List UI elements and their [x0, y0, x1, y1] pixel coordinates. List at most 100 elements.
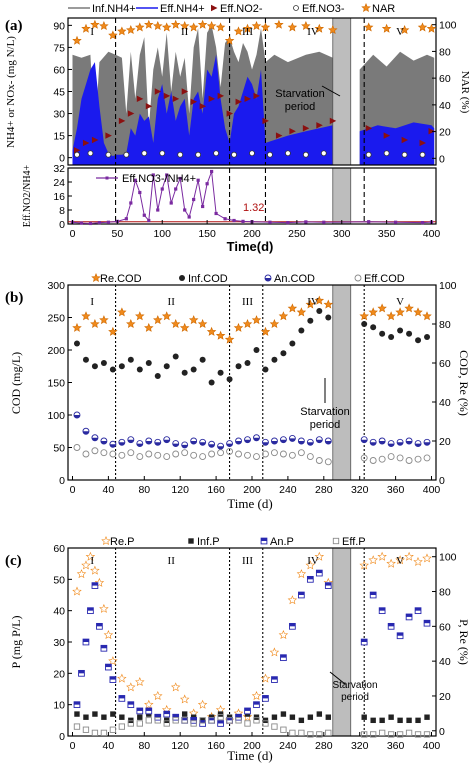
panel-c-x-tick-label: 40: [103, 740, 115, 752]
eff-no2-point: [329, 117, 337, 125]
panel-b-inf-cod-point: [73, 340, 80, 347]
panel-c-eff-p-point: [145, 717, 152, 724]
panel-c-re-p-point: [368, 555, 378, 565]
panel-b-inf-cod-point: [118, 363, 125, 370]
panel-b-an-cod-point-half: [91, 437, 98, 441]
panel-b-re-cod-point: [206, 326, 217, 336]
panel-c-y2-tick-label: 60: [439, 621, 451, 633]
panel-c-an-p-point-half: [136, 708, 143, 711]
panel-b-legend-text: Inf.COD: [188, 273, 228, 285]
nar-point: [170, 19, 181, 29]
panel-a2-starvation-band: [332, 167, 352, 225]
eff-no3-point: [105, 151, 112, 158]
panel-c-eff-p-point: [280, 726, 287, 733]
panel-b-eff-cod-point: [423, 454, 431, 462]
panel-c-phase-label: I: [90, 555, 94, 567]
panel-c-y2-tick-label: 40: [439, 656, 451, 668]
panel-a2-y-tick-label: 0: [59, 219, 65, 231]
panel-c-inf-p-point: [289, 714, 296, 720]
panel-b-inf-cod-point: [253, 347, 260, 353]
panel-b-re-cod-point: [251, 315, 262, 325]
panel-c-inf-p-point: [415, 717, 421, 724]
ratio-point: [142, 213, 146, 217]
panel-c-re-p-point: [305, 560, 316, 570]
panel-c-starvation-band: [332, 547, 352, 737]
eff-no3-point: [383, 150, 390, 157]
panel-c-eff-p-point: [190, 720, 197, 727]
nar-point: [426, 23, 437, 33]
panel-b-y-tick-label: 50: [53, 443, 65, 455]
panel-b-re-cod-point: [242, 319, 253, 329]
panel-b-an-cod-point-half: [289, 438, 296, 442]
panel-c-legend-marker: [188, 538, 194, 544]
panel-b-an-cod-point-half: [181, 444, 188, 448]
eff-no2-point: [208, 95, 216, 103]
panel-a2-x-tick-label: 200: [243, 228, 261, 240]
panel-a-ylabel: NH4+ or NOx- (mg N/L): [5, 36, 17, 148]
ratio-point: [124, 217, 128, 221]
panel-b-legend-text: Re.COD: [100, 273, 142, 285]
panel-b-an-cod-point-half: [388, 443, 395, 447]
panel-b-eff-cod-point: [154, 451, 162, 459]
panel-a2-xlabel: Time(d): [227, 239, 274, 254]
panel-b-re-cod-point: [422, 311, 432, 321]
panel-b-an-cod-point-half: [199, 442, 206, 446]
nar-point: [417, 22, 428, 32]
nar-point: [224, 35, 235, 45]
panel-b-inf-cod-point: [316, 308, 323, 314]
panel-c-an-p-point-half: [271, 676, 278, 680]
panel-c-an-p-point-half: [235, 714, 242, 718]
panel-b-re-cod-point: [359, 311, 369, 321]
panel-c-re-p-point: [197, 699, 208, 709]
panel-c-legend-marker-half: [261, 538, 267, 541]
panel-b-an-cod-point-half: [415, 443, 422, 447]
ratio-point: [420, 221, 425, 225]
eff-no2-point: [190, 98, 198, 105]
panel-b-an-cod-point-half: [379, 441, 386, 444]
panel-b-eff-cod-point: [387, 453, 395, 461]
panel-c-y-tick-label: 40: [53, 606, 65, 618]
panel-b-re-cod-point: [179, 322, 190, 332]
ratio-point: [223, 217, 227, 221]
panel-b-re-cod-point: [233, 322, 244, 332]
nar-point: [188, 22, 199, 32]
panel-c-re-p-point: [81, 560, 91, 570]
ratio-point: [304, 220, 308, 224]
panel-b-y-tick-label: 200: [47, 345, 65, 357]
panel-c-inf-p-point: [316, 711, 323, 717]
ratio-point: [97, 221, 102, 225]
panel-b-inf-cod-point: [127, 356, 134, 363]
panel-c-re-p-point: [117, 673, 127, 683]
panel-b-re-cod-point: [386, 311, 396, 321]
panel-b-re-cod-point: [314, 295, 325, 305]
panel-c-re-p-point: [359, 560, 369, 570]
eff-no2-point: [244, 95, 252, 103]
panel-b-re-cod-point: [144, 322, 154, 332]
panel-c-y-tick-label: 10: [53, 700, 65, 712]
panel-a2-y-tick-label: 16: [53, 191, 65, 203]
panel-b-x-tick-label: 40: [103, 484, 115, 496]
panel-a-annotation: Starvation: [275, 88, 325, 100]
eff-no2-point: [181, 88, 189, 95]
ratio-point: [165, 173, 169, 177]
eff-no2-point: [316, 122, 323, 129]
panel-b-phase-label: II: [168, 296, 176, 308]
panel-c-legend-marker: [332, 537, 340, 545]
panel-b-re-cod-point: [404, 303, 414, 313]
ratio-point: [138, 190, 142, 195]
panel-c-re-p-point: [170, 682, 181, 692]
panel-c-inf-p-point: [74, 711, 80, 717]
eff-no2-point: [105, 132, 112, 139]
panel-c-eff-p-point: [423, 731, 431, 738]
panel-b-an-cod-point-half: [262, 442, 269, 446]
panel-c-inf-p-point: [110, 711, 116, 717]
panel-b-inf-cod-point: [280, 350, 287, 357]
panel-a-y-tick-label: 45: [53, 87, 65, 99]
nar-point: [179, 21, 190, 31]
panel-b-legend-marker: [354, 274, 362, 282]
ratio-point: [129, 201, 133, 205]
panel-b-eff-cod-point: [163, 453, 171, 461]
eff-no2-point: [136, 95, 144, 103]
panel-c-y-tick-label: 50: [53, 574, 65, 586]
